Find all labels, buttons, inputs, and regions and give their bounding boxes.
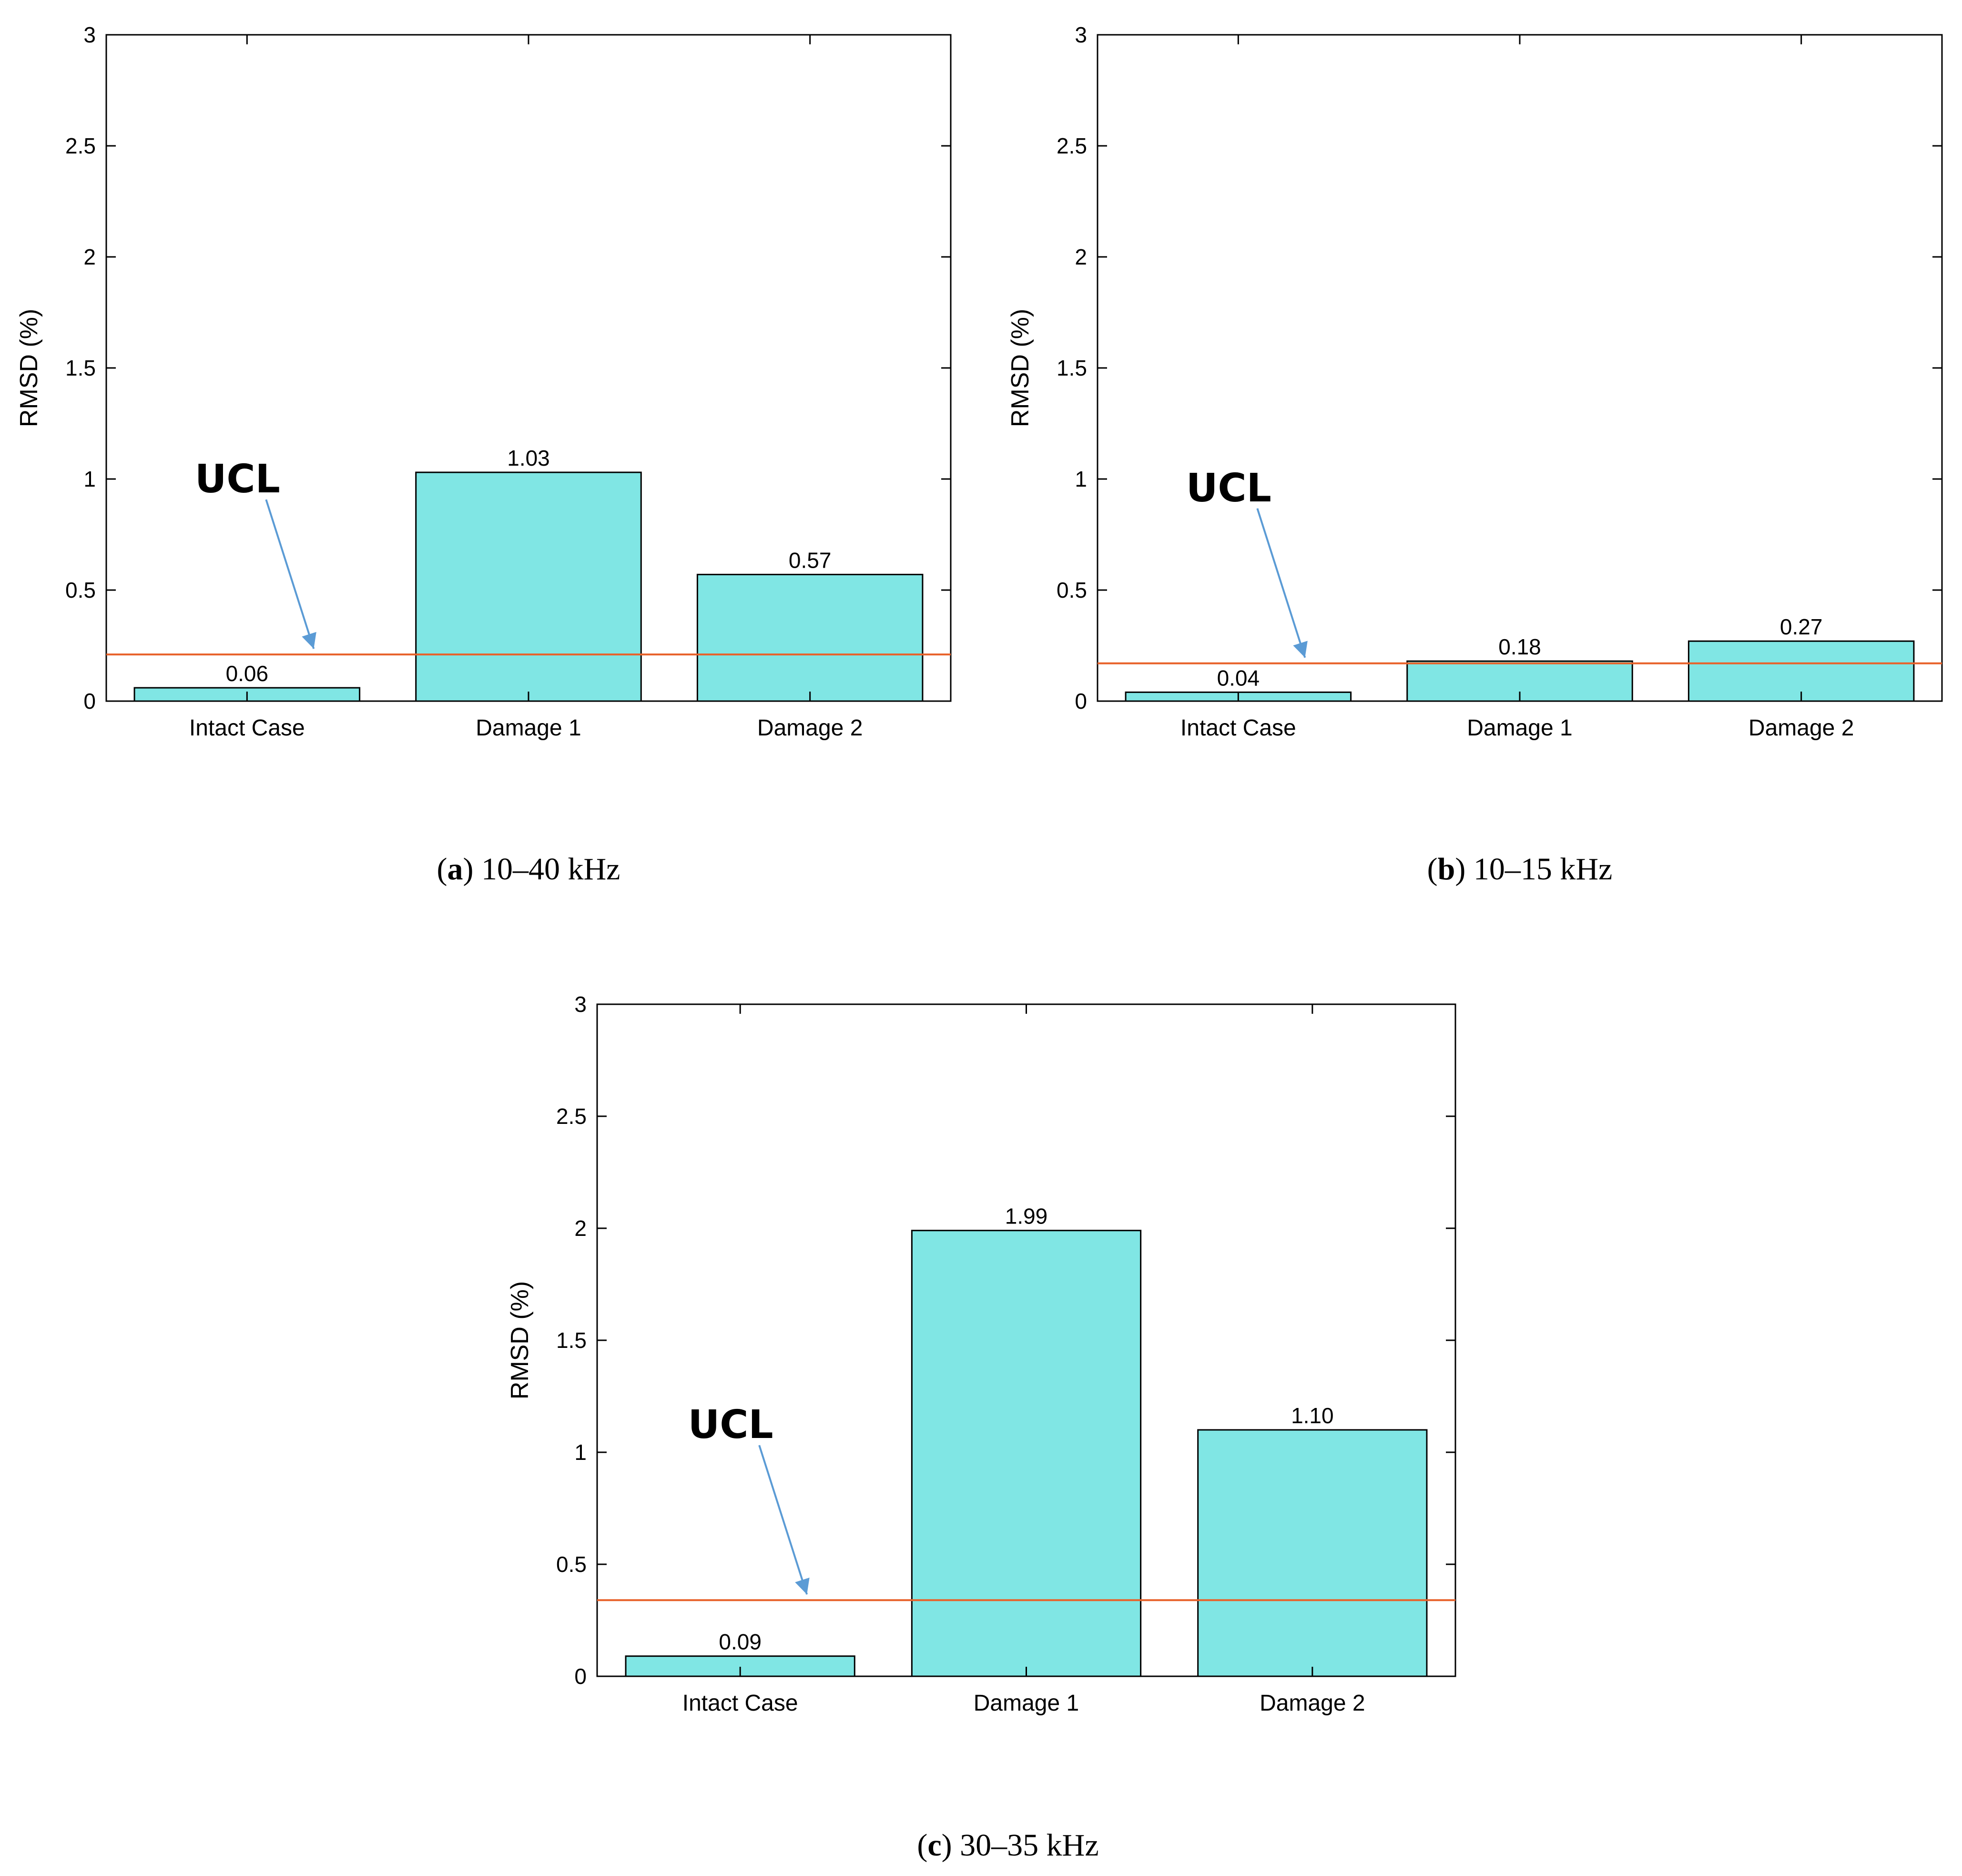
panel-caption: (b) 10–15 kHz	[1427, 852, 1613, 887]
bar-damage-1	[415, 471, 642, 702]
x-tick-label: Intact Case	[682, 1691, 798, 1716]
x-tick-label: Damage 2	[1749, 715, 1854, 741]
y-tick-label: 1	[83, 467, 96, 491]
y-axis-label: RMSD (%)	[506, 1281, 534, 1399]
y-tick-label: 2	[574, 1216, 587, 1241]
ucl-arrow	[1256, 508, 1308, 658]
y-axis-label: RMSD (%)	[15, 309, 43, 427]
y-tick-label: 3	[574, 992, 587, 1017]
y-tick-label: 3	[83, 22, 96, 47]
x-tick-label: Intact Case	[189, 715, 305, 741]
bar-value-label: 0.18	[1498, 634, 1541, 659]
bar-value-label: 1.99	[1005, 1204, 1048, 1229]
bar-value-label: 0.04	[1217, 665, 1260, 690]
chart-panel-a: 0.06 1.03 0.57 0 0.5 1 1.5 2 2.5 3 Intact Case Dama…	[15, 22, 952, 887]
y-tick-label: 0	[574, 1664, 587, 1689]
panel-caption: (c) 30–35 kHz	[917, 1828, 1098, 1863]
bar-value-label: 0.06	[226, 661, 269, 686]
y-tick-label: 1.5	[1057, 356, 1087, 380]
ucl-arrow	[265, 499, 316, 649]
y-axis-label: RMSD (%)	[1006, 309, 1034, 427]
y-tick-label: 2.5	[556, 1104, 587, 1129]
ucl-annotation: UCL	[195, 457, 280, 502]
y-tick-label: 0.5	[1057, 578, 1087, 602]
y-tick-label: 2.5	[65, 133, 96, 158]
y-tick-label: 2	[83, 245, 96, 269]
y-tick-label: 2	[1075, 245, 1087, 269]
chart-panel-c: 0.09 1.99 1.10 0 0.5 1 1.5 2 2.5 3 Intact Case Dama…	[506, 992, 1456, 1863]
y-tick-label: 0.5	[556, 1552, 587, 1577]
ucl-arrow	[758, 1445, 810, 1595]
bar-value-label: 0.09	[719, 1630, 762, 1654]
ucl-annotation: UCL	[1186, 466, 1271, 511]
ucl-annotation: UCL	[688, 1402, 773, 1448]
panel-letter: c	[927, 1828, 941, 1863]
y-tick-label: 2.5	[1057, 133, 1087, 158]
bar-value-label: 1.10	[1291, 1403, 1334, 1428]
y-tick-label: 1.5	[65, 356, 96, 380]
bar-damage-1	[911, 1230, 1142, 1677]
axes-box	[1097, 34, 1943, 702]
bar-value-label: 0.27	[1780, 614, 1823, 639]
x-tick-label: Damage 1	[476, 715, 581, 741]
y-tick-label: 0	[83, 689, 96, 714]
y-tick-label: 0	[1075, 689, 1087, 714]
y-tick-label: 1	[574, 1440, 587, 1465]
panel-letter: b	[1438, 852, 1455, 887]
x-tick-label: Damage 1	[1467, 715, 1572, 741]
y-tick-label: 1	[1075, 467, 1087, 491]
bar-value-label: 0.57	[789, 548, 832, 572]
bar-damage-2	[1197, 1429, 1428, 1677]
y-tick-label: 3	[1075, 22, 1087, 47]
panel-caption: (a) 10–40 kHz	[437, 852, 620, 887]
y-tick-label: 0.5	[65, 578, 96, 602]
x-tick-label: Damage 1	[974, 1691, 1079, 1716]
bar-damage-2	[696, 573, 924, 702]
bar-value-label: 1.03	[507, 446, 550, 470]
x-tick-label: Intact Case	[1180, 715, 1296, 741]
x-tick-label: Damage 2	[757, 715, 863, 741]
panel-letter: a	[447, 852, 463, 887]
chart-panel-b: 0.04 0.18 0.27 0 0.5 1 1.5 2 2.5 3 Intact Case Dama…	[1006, 22, 1943, 887]
x-tick-label: Damage 2	[1260, 1691, 1365, 1716]
y-tick-label: 1.5	[556, 1328, 587, 1353]
bar-damage-2	[1688, 640, 1915, 702]
